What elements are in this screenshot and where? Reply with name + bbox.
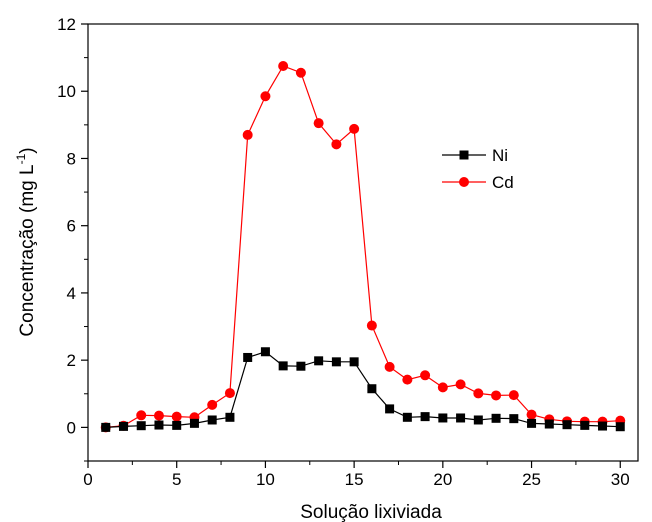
data-point-ni — [580, 420, 590, 430]
data-point-ni — [438, 413, 448, 423]
data-point-cd — [420, 370, 431, 381]
x-tick-label: 10 — [256, 470, 275, 489]
data-point-cd — [473, 388, 484, 399]
data-point-ni — [544, 419, 554, 429]
legend: Ni Cd — [442, 146, 514, 192]
series-line-cd — [105, 65, 621, 428]
data-point-ni — [278, 361, 288, 371]
data-point-cd — [153, 410, 164, 421]
data-point-ni — [260, 347, 270, 357]
data-point-ni — [331, 357, 341, 367]
data-point-ni — [456, 413, 466, 423]
data-point-cd — [224, 388, 235, 399]
data-point-cd — [295, 67, 306, 78]
axes: 0 5 10 15 20 25 30 0 2 4 6 8 10 12 — [57, 15, 639, 489]
y-axis-title-main: Concentração (mg L — [17, 164, 38, 336]
data-point-cd — [491, 390, 502, 401]
y-tick-label: 0 — [67, 418, 76, 437]
data-point-cd — [136, 410, 147, 421]
data-point-ni — [207, 415, 217, 425]
data-point-ni — [562, 420, 572, 430]
y-tick-label: 2 — [67, 351, 76, 370]
legend-label-ni: Ni — [492, 146, 508, 165]
data-point-ni — [314, 356, 324, 366]
data-point-ni — [189, 418, 199, 428]
data-point-ni — [615, 422, 625, 432]
data-point-cd — [384, 361, 395, 372]
data-point-cd — [508, 390, 519, 401]
data-point-cd — [278, 61, 289, 72]
x-tick-label: 15 — [345, 470, 364, 489]
legend-label-cd: Cd — [492, 173, 514, 192]
x-axis-title: Solução lixiviada — [300, 502, 442, 522]
data-point-ni — [420, 412, 430, 422]
x-tick-label: 0 — [83, 470, 92, 489]
y-axis-title-close: ) — [17, 147, 38, 153]
data-point-ni — [527, 418, 537, 428]
series-line-ni — [105, 351, 621, 428]
data-point-ni — [367, 384, 377, 394]
data-point-ni — [473, 415, 483, 425]
data-point-ni — [118, 421, 128, 431]
data-point-ni — [349, 357, 359, 367]
legend-marker-cd — [459, 177, 469, 187]
y-tick-label: 12 — [57, 15, 76, 34]
data-point-ni — [172, 420, 182, 430]
data-point-ni — [154, 420, 164, 430]
x-tick-label: 20 — [433, 470, 452, 489]
plot-frame — [87, 23, 639, 462]
data-point-cd — [331, 139, 342, 150]
data-point-ni — [225, 412, 235, 422]
data-point-cd — [455, 379, 466, 390]
data-point-ni — [101, 422, 111, 432]
data-point-ni — [385, 404, 395, 414]
data-point-cd — [349, 123, 360, 134]
y-axis-title: Concentração (mg L-1) — [14, 147, 38, 336]
legend-marker-ni — [459, 150, 469, 160]
data-point-cd — [437, 382, 448, 393]
data-point-ni — [136, 421, 146, 431]
data-point-ni — [509, 414, 519, 424]
y-axis-title-superscript: -1 — [14, 153, 28, 164]
y-tick-label: 6 — [67, 217, 76, 236]
data-point-cd — [207, 399, 218, 410]
data-point-ni — [243, 352, 253, 362]
data-point-cd — [260, 91, 271, 102]
data-point-cd — [171, 411, 182, 422]
data-point-ni — [296, 361, 306, 371]
data-point-cd — [402, 374, 413, 385]
data-point-ni — [402, 412, 412, 422]
data-point-cd — [366, 320, 377, 331]
data-point-ni — [598, 421, 608, 431]
data-point-cd — [526, 409, 537, 420]
y-tick-label: 4 — [67, 284, 76, 303]
x-tick-label: 30 — [611, 470, 630, 489]
x-tick-label: 5 — [172, 470, 181, 489]
data-point-cd — [313, 118, 324, 129]
data-point-cd — [242, 129, 253, 140]
series-layer — [100, 61, 626, 433]
data-point-ni — [491, 413, 501, 423]
x-tick-label: 25 — [522, 470, 541, 489]
y-tick-label: 10 — [57, 82, 76, 101]
y-tick-label: 8 — [67, 149, 76, 168]
